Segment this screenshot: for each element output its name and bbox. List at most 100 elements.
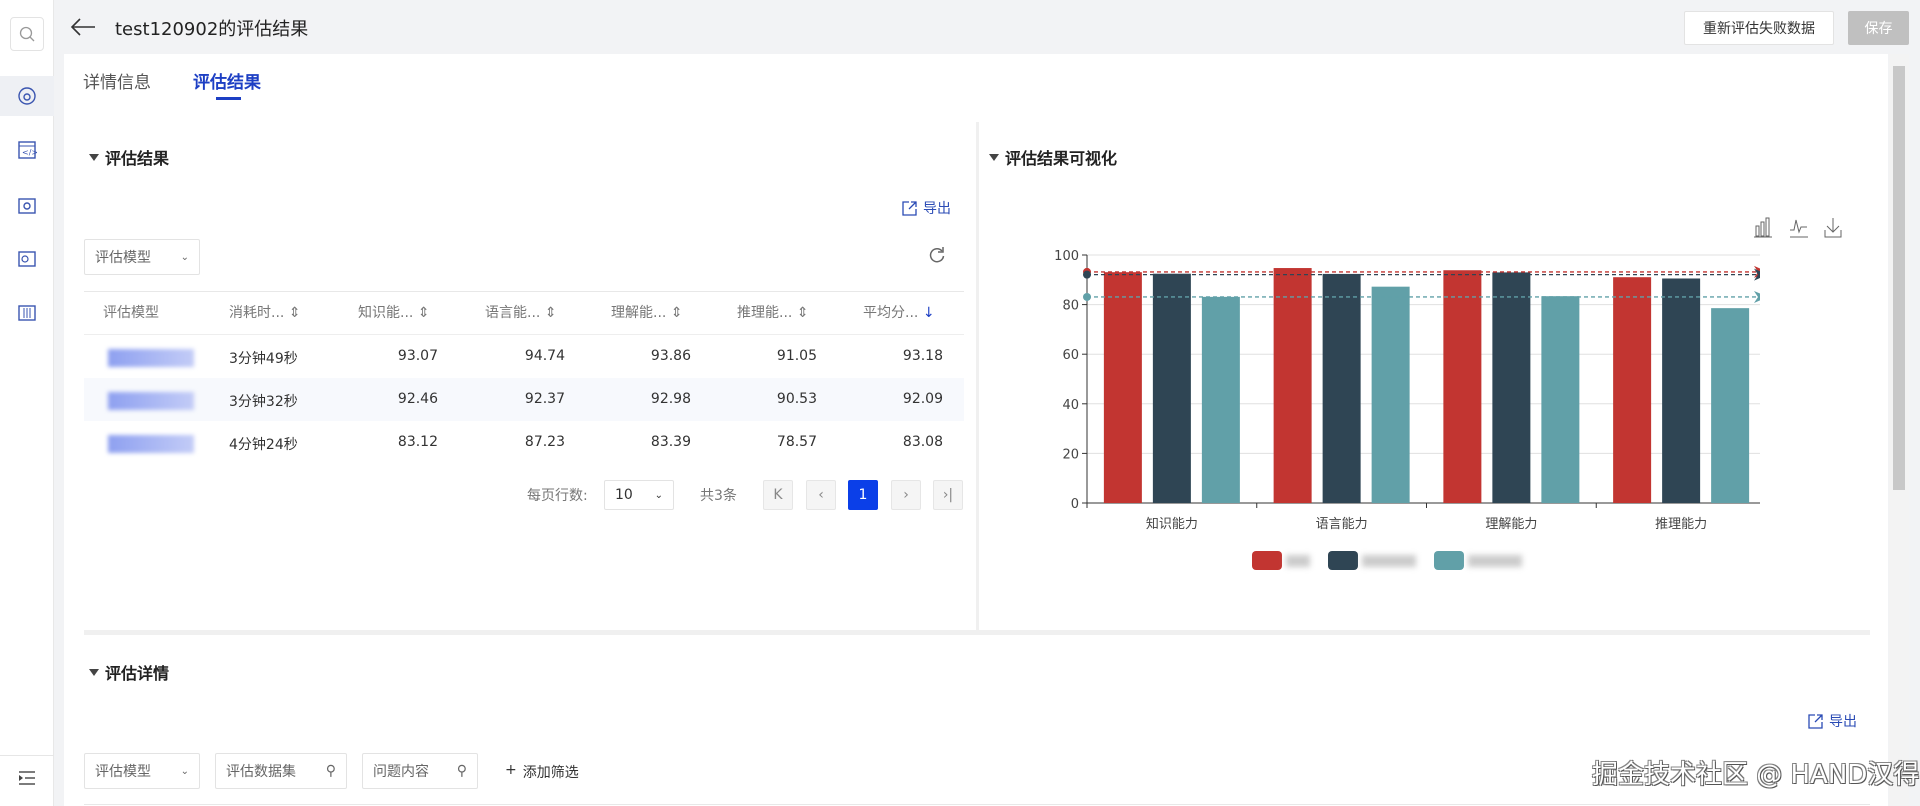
results-section-title: 评估结果 [105,149,170,168]
svg-text:</>: </> [22,148,37,157]
cell-average: 92.09 [902,391,943,407]
legend-item[interactable] [1252,551,1310,570]
column-header-comprehension[interactable]: 理解能... ⇕ [611,305,683,321]
tab-results[interactable]: 评估结果 [193,73,261,93]
sidebar: </> [0,0,54,806]
section-divider-horizontal [84,630,1870,635]
details-section-title: 评估详情 [105,664,170,683]
collapse-triangle-icon [989,153,999,161]
folder-gear-icon [18,198,36,214]
cell-time: 4分钟24秒 [229,437,298,453]
watermark: 掘金技术社区 @ HAND汉得 [1592,760,1920,790]
search-icon: ⚲ [456,763,467,779]
prev-page-button[interactable]: ‹ [806,480,836,510]
y-tick-label: 40 [1062,398,1079,413]
first-page-button[interactable]: K [763,480,793,510]
bar-chart-toggle-icon[interactable] [1754,217,1772,238]
model-filter-label: 评估模型 [95,250,151,266]
results-section-header[interactable]: 评估结果 [89,145,169,169]
average-arrow [1754,268,1760,281]
sidebar-divider [0,755,54,756]
visual-section-header[interactable]: 评估结果可视化 [989,145,1117,169]
sidebar-item-tuning[interactable] [0,293,54,333]
download-icon[interactable] [1824,218,1842,238]
refresh-icon[interactable] [928,246,946,264]
bar [1371,286,1410,503]
results-export-link[interactable]: 导出 [902,198,951,218]
export-icon [902,200,917,216]
page-title: test120902的评估结果 [115,19,309,40]
details-section-header[interactable]: 评估详情 [89,660,169,684]
sort-icon: ⇕ [288,305,301,321]
bar [1613,277,1652,503]
rows-per-page-label: 每页行数: [527,488,588,504]
model-filter-select[interactable]: 评估模型 ⌄ [84,239,200,275]
sort-icon: ⇕ [670,305,683,321]
bar [1273,268,1312,503]
line-chart-toggle-icon[interactable] [1790,219,1808,238]
bar [1201,296,1240,503]
x-tick-label: 知识能力 [1146,516,1198,532]
total-count: 共3条 [700,488,737,504]
bar [1103,272,1142,503]
details-model-filter-select[interactable]: 评估模型 ⌄ [84,753,200,789]
active-tab-indicator [216,97,241,100]
export-icon [1808,713,1823,729]
cell-knowledge: 93.07 [397,348,438,364]
dataset-search-input[interactable]: 评估数据集 ⚲ [215,753,347,789]
sort-icon: ⇕ [544,305,557,321]
table-top-border [84,291,964,292]
cell-language: 87.23 [524,434,565,450]
column-header-language[interactable]: 语言能... ⇕ [485,305,557,321]
y-tick-label: 0 [1071,497,1079,512]
search-icon [19,26,35,42]
back-arrow-icon[interactable] [70,18,96,36]
column-header-average[interactable]: 平均分... ↓ [863,305,935,321]
legend-swatch [1434,551,1464,570]
page-1-button[interactable]: 1 [848,480,878,510]
collapse-sidebar-button[interactable] [0,758,54,798]
cell-reasoning: 78.57 [776,434,817,450]
scrollbar-thumb[interactable] [1893,66,1905,490]
cell-comprehension: 92.98 [650,391,691,407]
legend-swatch [1328,551,1358,570]
bar [1541,296,1580,503]
collapse-triangle-icon [89,153,99,161]
bar [1492,272,1531,503]
column-header-reasoning[interactable]: 推理能... ⇕ [737,305,809,321]
cell-language: 94.74 [524,348,565,364]
cell-comprehension: 93.86 [650,348,691,364]
legend-item[interactable] [1328,551,1416,570]
cell-average: 83.08 [902,434,943,450]
legend-item[interactable] [1434,551,1522,570]
sidebar-item-monitor[interactable] [0,239,54,279]
tab-details[interactable]: 详情信息 [83,73,151,93]
search-button[interactable] [10,17,44,51]
model-name-redacted [108,349,194,367]
cell-reasoning: 90.53 [776,391,817,407]
bar [1322,273,1361,503]
cell-knowledge: 83.12 [397,434,438,450]
sidebar-item-folder-settings[interactable] [0,185,54,225]
reevaluate-failed-button[interactable]: 重新评估失败数据 [1684,11,1834,45]
sidebar-item-code[interactable]: </> [0,130,54,170]
export-label: 导出 [1829,714,1857,730]
details-export-link[interactable]: 导出 [1808,711,1857,731]
y-tick-label: 20 [1062,447,1079,462]
cell-language: 92.37 [524,391,565,407]
save-button[interactable]: 保存 [1848,11,1909,45]
sidebar-item-model-hub[interactable] [0,76,54,116]
column-header-knowledge[interactable]: 知识能... ⇕ [358,305,430,321]
column-header-time[interactable]: 消耗时... ⇕ [229,305,301,321]
last-page-button[interactable]: ›| [933,480,963,510]
indent-icon [19,771,35,785]
next-page-button[interactable]: › [891,480,921,510]
cell-reasoning: 91.05 [776,348,817,364]
add-filter-button[interactable]: + 添加筛选 [505,762,579,781]
code-window-icon: </> [18,141,37,159]
rows-per-page-select[interactable]: 10 ⌄ [604,480,674,510]
export-label: 导出 [923,201,951,217]
average-arrow [1754,290,1760,303]
sort-desc-icon: ↓ [922,305,935,321]
question-search-input[interactable]: 问题内容 ⚲ [362,753,478,789]
